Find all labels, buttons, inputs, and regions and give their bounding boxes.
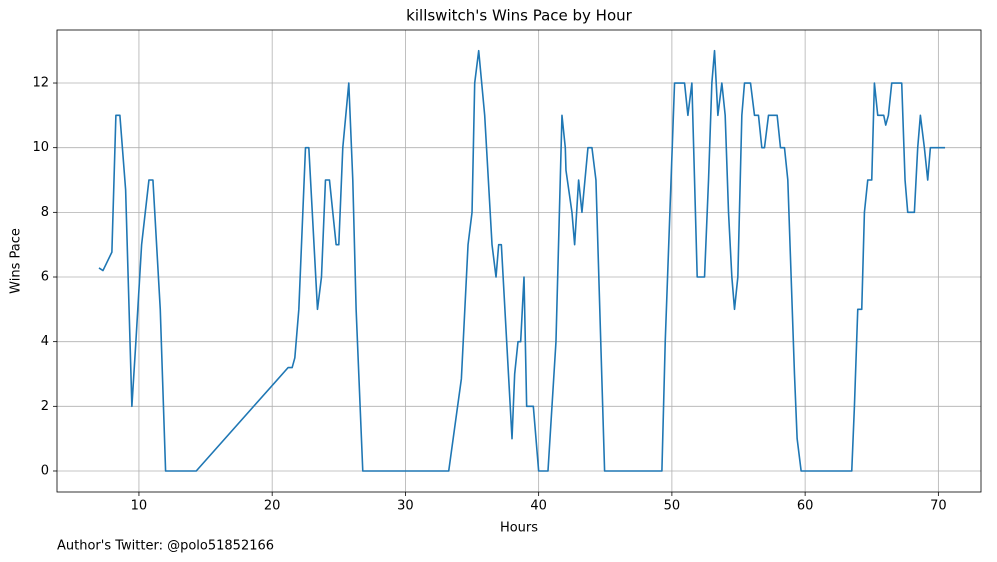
y-tick-label: 0 [41, 463, 49, 478]
plot-frame [56, 29, 982, 493]
y-tick-label: 12 [32, 76, 49, 91]
footnote: Author's Twitter: @polo51852166 [57, 539, 274, 554]
x-tick-label: 10 [131, 499, 148, 514]
x-axis-label: Hours [500, 521, 538, 536]
x-tick-label: 30 [397, 499, 414, 514]
chart-title: killswitch's Wins Pace by Hour [406, 7, 632, 25]
x-tick-label: 50 [664, 499, 681, 514]
y-tick-label: 4 [41, 334, 49, 349]
y-tick-label: 10 [32, 140, 49, 155]
y-tick-label: 6 [41, 270, 49, 285]
x-tick-label: 70 [930, 499, 947, 514]
y-tick-label: 2 [41, 399, 49, 414]
data-line [98, 49, 946, 472]
x-tick-label: 40 [530, 499, 547, 514]
x-tick-label: 20 [264, 499, 281, 514]
y-axis-label: Wins Pace [9, 228, 24, 294]
y-tick-label: 8 [41, 205, 49, 220]
x-tick-label: 60 [797, 499, 814, 514]
